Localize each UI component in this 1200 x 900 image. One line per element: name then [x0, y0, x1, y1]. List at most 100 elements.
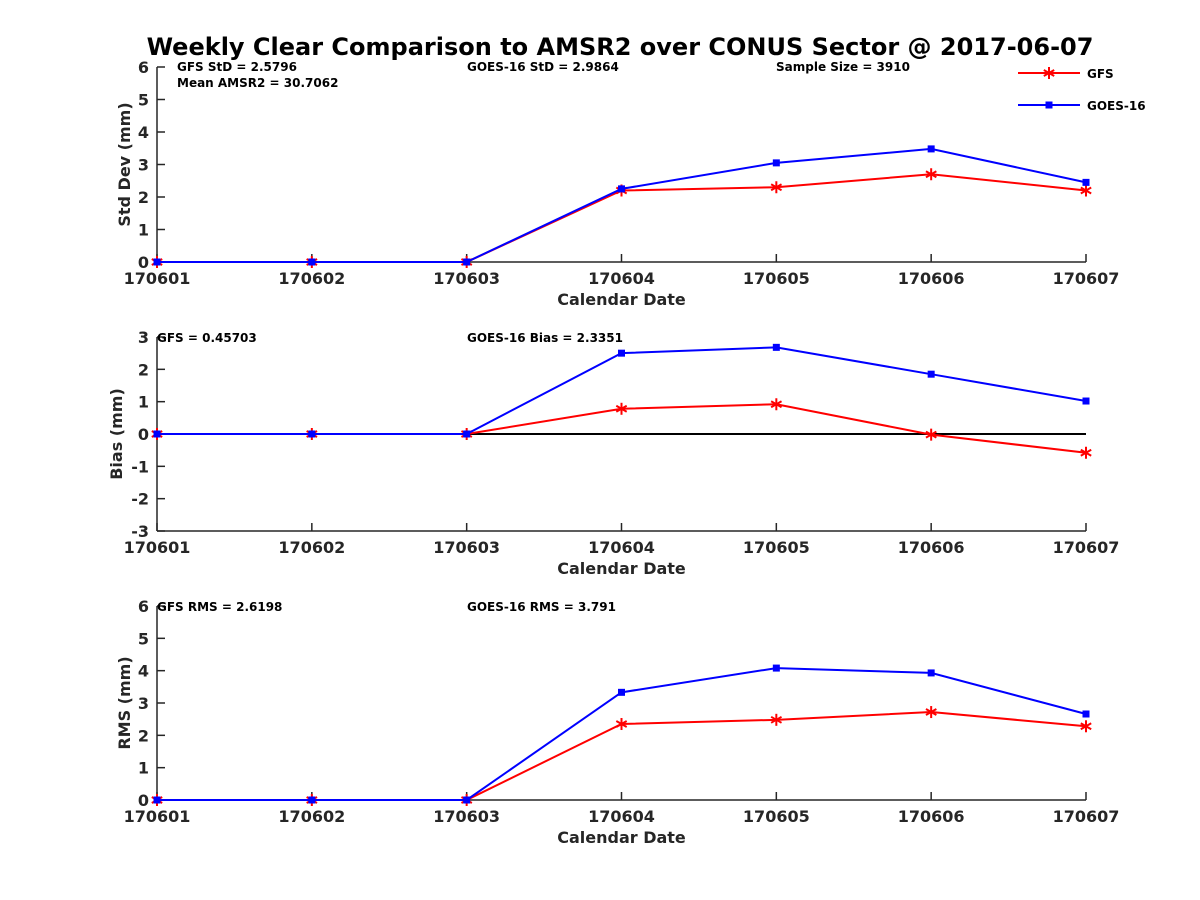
y-tick-label: 6	[138, 58, 149, 77]
x-tick-label: 170605	[743, 538, 810, 557]
x-tick-label: 170606	[898, 269, 965, 288]
x-tick-label: 170601	[124, 269, 191, 288]
data-point-goes16	[463, 258, 471, 266]
y-tick-label: 1	[138, 759, 149, 778]
stat-annotation: GFS RMS = 2.6198	[157, 600, 282, 614]
data-point-gfs	[925, 428, 937, 441]
data-point-gfs	[615, 718, 628, 731]
x-tick-label: 170604	[588, 269, 655, 288]
legend-gfs-marker	[1043, 67, 1055, 79]
data-point-goes16	[1082, 710, 1090, 718]
bias-panel: -3 -2 -1 0 1 2 3 170601 170602 170603 170604 170605…	[107, 328, 1119, 578]
x-tick-label: 170607	[1053, 538, 1120, 557]
data-point-goes16	[927, 669, 935, 677]
legend-goes16-label: GOES-16	[1087, 99, 1146, 113]
y-tick-label: 2	[138, 726, 149, 745]
y-tick-label: 5	[138, 91, 149, 110]
series-line-goes16	[157, 147, 1087, 263]
series-line-goes16	[157, 346, 1087, 435]
x-tick-label: 170603	[433, 538, 500, 557]
y-tick-label: 5	[138, 629, 149, 648]
data-point-goes16	[1082, 178, 1090, 186]
x-tick-label: 170607	[1053, 807, 1120, 826]
y-tick-label: 6	[138, 597, 149, 616]
y-tick-label: 3	[138, 694, 149, 713]
data-point-goes16	[463, 430, 471, 438]
y-tick-label: -3	[131, 522, 149, 541]
stat-annotation: GFS = 0.45703	[157, 331, 257, 345]
y-tick-label: 2	[138, 360, 149, 379]
stat-annotation: GOES-16 Bias = 2.3351	[467, 331, 623, 345]
data-point-gfs	[770, 398, 783, 411]
y-axis-label: Std Dev (mm)	[115, 102, 134, 226]
data-point-goes16	[153, 430, 161, 438]
y-tick-label: 3	[138, 328, 149, 347]
x-tick-label: 170606	[898, 807, 965, 826]
data-point-gfs	[1080, 446, 1092, 459]
stat-annotation: GOES-16 StD = 2.9864	[467, 60, 619, 74]
x-tick-label: 170605	[743, 807, 810, 826]
y-tick-label: 4	[138, 123, 149, 142]
legend-goes16-symbol	[1045, 101, 1053, 109]
x-tick-label: 170606	[898, 538, 965, 557]
data-point-goes16	[153, 258, 161, 266]
stat-annotation: Mean AMSR2 = 30.7062	[177, 76, 338, 90]
y-tick-label: 4	[138, 662, 149, 681]
y-tick-label: 1	[138, 221, 149, 240]
y-tick-label: -2	[131, 490, 149, 509]
legend: GFS GOES-16	[1018, 67, 1146, 113]
data-point-goes16	[1082, 397, 1090, 405]
data-point-goes16	[308, 430, 316, 438]
data-point-gfs	[925, 706, 937, 719]
data-point-goes16	[618, 349, 625, 357]
x-tick-label: 170605	[743, 269, 810, 288]
y-tick-label: 1	[138, 393, 149, 412]
x-axis-label: Calendar Date	[557, 828, 686, 847]
y-axis-label: RMS (mm)	[115, 656, 134, 749]
data-point-goes16	[618, 688, 625, 696]
series-line-goes16	[157, 667, 1087, 801]
data-point-goes16	[927, 145, 935, 153]
y-tick-label: 3	[138, 156, 149, 175]
x-tick-label: 170603	[433, 269, 500, 288]
x-tick-label: 170607	[1053, 269, 1120, 288]
x-tick-label: 170601	[124, 807, 191, 826]
x-tick-label: 170604	[588, 807, 655, 826]
y-tick-label: -1	[131, 457, 149, 476]
y-tick-label: 2	[138, 188, 149, 207]
data-point-goes16	[308, 258, 316, 266]
data-point-goes16	[463, 796, 471, 804]
data-point-gfs	[1080, 720, 1092, 733]
data-point-gfs	[925, 168, 937, 181]
legend-goes16-marker	[1045, 101, 1053, 109]
y-tick-label: 0	[138, 253, 149, 272]
x-tick-label: 170601	[124, 538, 191, 557]
x-tick-label: 170602	[278, 538, 345, 557]
rms-panel: 0 1 2 3 4 5 6 170601 170602 170603 170604 170605 170…	[115, 597, 1119, 847]
x-axis-label: Calendar Date	[557, 290, 686, 309]
x-tick-label: 170602	[278, 269, 345, 288]
data-point-gfs	[615, 402, 628, 415]
data-point-goes16	[772, 159, 780, 167]
y-axis-label: Bias (mm)	[107, 388, 126, 480]
data-point-goes16	[927, 370, 935, 378]
stddev-panel: 0 1 2 3 4 5 6 170601 170602 170603 170604 170605 170…	[115, 58, 1119, 309]
data-point-gfs	[770, 181, 783, 194]
stat-annotation: GFS StD = 2.5796	[177, 60, 297, 74]
figure-title: Weekly Clear Comparison to AMSR2 over CO…	[147, 33, 1094, 61]
stat-annotation: GOES-16 RMS = 3.791	[467, 600, 616, 614]
x-tick-label: 170602	[278, 807, 345, 826]
data-point-goes16	[772, 343, 780, 351]
data-point-gfs	[1080, 184, 1092, 197]
y-tick-label: 0	[138, 425, 149, 444]
data-point-goes16	[153, 796, 161, 804]
legend-gfs-symbol	[1043, 67, 1055, 79]
stat-annotation: Sample Size = 3910	[776, 60, 910, 74]
data-point-goes16	[772, 664, 780, 672]
x-tick-label: 170603	[433, 807, 500, 826]
x-tick-label: 170604	[588, 538, 655, 557]
data-point-gfs	[770, 713, 783, 726]
x-axis-label: Calendar Date	[557, 559, 686, 578]
data-point-goes16	[308, 796, 316, 804]
